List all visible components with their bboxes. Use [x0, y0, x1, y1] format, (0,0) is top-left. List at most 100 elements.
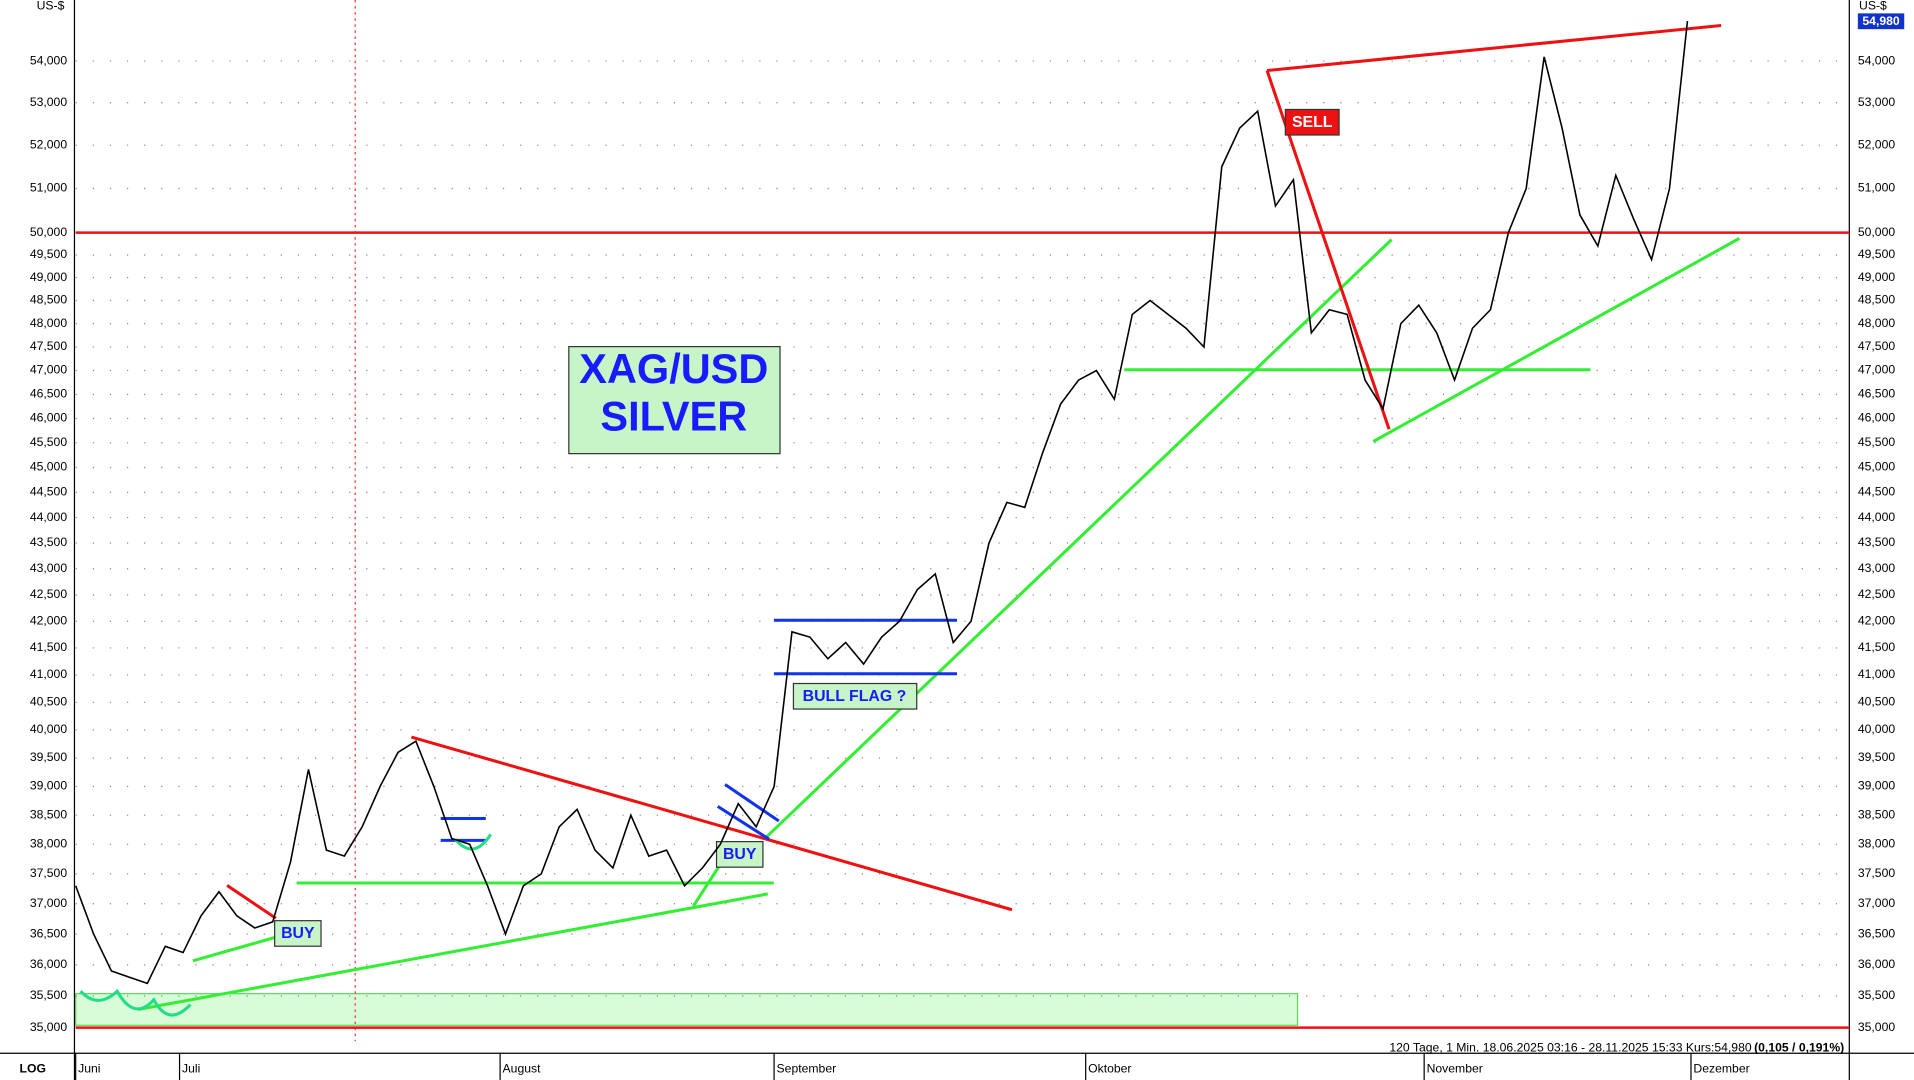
y2-tick-label: 43,500 [1858, 535, 1896, 549]
annotation-box [715, 841, 764, 868]
y-tick-label: 52,000 [30, 137, 68, 151]
y2-tick-label: 52,000 [1858, 137, 1896, 151]
y-tick-label: 37,000 [30, 896, 68, 910]
y2-tick-label: 36,500 [1858, 926, 1896, 940]
y-tick-label: 38,500 [30, 807, 68, 821]
annotation-box [1284, 108, 1340, 136]
title-box [568, 346, 781, 455]
y2-tick-label: 48,500 [1858, 293, 1896, 307]
y2-tick-label: 40,000 [1858, 722, 1896, 736]
y2-tick-label: 46,500 [1858, 387, 1896, 401]
y-tick-label: 48,000 [30, 316, 68, 330]
y2-tick-label: 42,000 [1858, 613, 1896, 627]
y-tick-label: 37,500 [30, 866, 68, 880]
y2-tick-label: 50,000 [1858, 225, 1896, 239]
y2-tick-label: 35,000 [1858, 1020, 1896, 1034]
y2-tick-label: 35,500 [1858, 988, 1896, 1002]
y2-tick-label: 47,500 [1858, 339, 1896, 353]
annotation: BUY [723, 846, 757, 863]
y-tick-label: 41,500 [30, 640, 68, 654]
y2-tick-label: 43,000 [1858, 561, 1896, 575]
y-tick-label: 47,500 [30, 339, 68, 353]
y-tick-label: 46,500 [30, 387, 68, 401]
y2-tick-label: 44,000 [1858, 510, 1896, 524]
y-tick-label: 42,500 [30, 587, 68, 601]
info-change: (0,105 / 0,191%) [1754, 1041, 1844, 1055]
chart-subtitle: SILVER [600, 394, 747, 440]
x-tick-label: Juni [78, 1061, 100, 1075]
y-tick-label: 45,000 [30, 460, 68, 474]
last-label: 54,980 [1862, 14, 1900, 28]
y-tick-label: 36,000 [30, 957, 68, 971]
y2-tick-label: 49,000 [1858, 270, 1896, 284]
y-tick-label: 43,000 [30, 561, 68, 575]
scale-label: LOG [20, 1061, 46, 1075]
y-tick-label: 40,000 [30, 722, 68, 736]
annotation-box [274, 920, 322, 947]
y2-tick-label: 45,500 [1858, 435, 1896, 449]
y-tick-label: 51,000 [30, 181, 68, 195]
y-tick-label: 44,000 [30, 510, 68, 524]
y2-tick-label: 37,000 [1858, 896, 1896, 910]
y-tick-label: 40,500 [30, 695, 68, 709]
y-tick-label: 53,000 [30, 95, 68, 109]
y-tick-label: 45,500 [30, 435, 68, 449]
x-tick-label: September [777, 1061, 837, 1075]
y2-tick-label: 51,000 [1858, 181, 1896, 195]
y-tick-label: 47,000 [30, 363, 68, 377]
y2-tick-label: 45,000 [1858, 460, 1896, 474]
y2-tick-label: 36,000 [1858, 957, 1896, 971]
annotation-box [792, 682, 918, 710]
y2-tick-label: 41,000 [1858, 667, 1896, 681]
x-tick-label: November [1427, 1061, 1483, 1075]
y2-tick-label: 44,500 [1858, 485, 1896, 499]
y2-tick-label: 39,500 [1858, 750, 1896, 764]
y2-tick-label: 42,500 [1858, 587, 1896, 601]
y-tick-label: 48,500 [30, 293, 68, 307]
y2-tick-label: 38,500 [1858, 807, 1896, 821]
chart-title: XAG/USD [579, 346, 768, 392]
y2-tick-label: 47,000 [1858, 363, 1896, 377]
y-tick-label: 35,000 [30, 1020, 68, 1034]
y-tick-label: 46,000 [30, 411, 68, 425]
x-tick-label: August [503, 1061, 542, 1075]
x-tick-label: Juli [182, 1061, 200, 1075]
y-tick-label: 42,000 [30, 613, 68, 627]
y2-tick-label: 48,000 [1858, 316, 1896, 330]
y2-tick-label: 38,000 [1858, 837, 1896, 851]
trend-lines [79, 24, 1741, 1017]
y2-tick-label: 40,500 [1858, 695, 1896, 709]
y-tick-label: 44,500 [30, 485, 68, 499]
annotation: BULL FLAG ? [803, 688, 907, 705]
y-tick-label: 43,500 [30, 535, 68, 549]
y-tick-label: 39,500 [30, 750, 68, 764]
y2-tick-label: 49,500 [1858, 247, 1896, 261]
y-tick-label: 35,500 [30, 988, 68, 1002]
y-tick-label: 49,500 [30, 247, 68, 261]
y2-axis-label: US-$ [1859, 0, 1887, 12]
info: 120 Tage, 1 Min. 18.06.2025 03:16 - 28.1… [1389, 1041, 1751, 1055]
support-zone [75, 993, 1299, 1026]
y2-tick-label: 39,000 [1858, 779, 1896, 793]
y-tick-label: 41,000 [30, 667, 68, 681]
annotation: BUY [281, 925, 315, 942]
y2-tick-label: 53,000 [1858, 95, 1896, 109]
y-tick-label: 38,000 [30, 837, 68, 851]
x-tick-label: Oktober [1088, 1061, 1131, 1075]
y2-tick-label: 41,500 [1858, 640, 1896, 654]
y2-tick-label: 46,000 [1858, 411, 1896, 425]
y-axis-label: US-$ [37, 0, 65, 12]
y-tick-label: 54,000 [30, 53, 68, 67]
y-tick-label: 36,500 [30, 926, 68, 940]
y-tick-label: 50,000 [30, 225, 68, 239]
x-tick-label: Dezember [1693, 1061, 1749, 1075]
y2-tick-label: 54,000 [1858, 53, 1896, 67]
y-tick-label: 49,000 [30, 270, 68, 284]
last-label-box [1857, 13, 1905, 30]
y2-tick-label: 37,500 [1858, 866, 1896, 880]
y-tick-label: 39,000 [30, 779, 68, 793]
price-line [74, 20, 1689, 985]
